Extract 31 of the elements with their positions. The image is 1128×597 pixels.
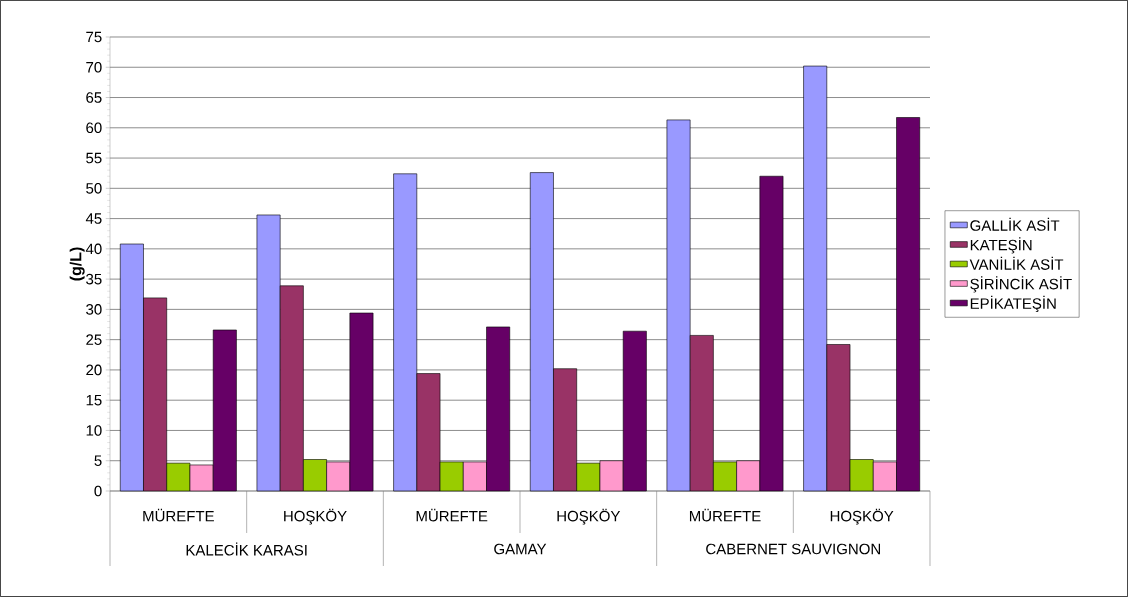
y-tick-label: 15: [86, 394, 102, 406]
y-axis-title: (g/L): [69, 247, 85, 281]
text: KALECİK KARASI: [186, 542, 307, 556]
y-tick-label: 45: [85, 213, 102, 224]
y-tick-label: 70: [86, 61, 102, 73]
y-tick-label: 40: [85, 243, 102, 255]
text: GAMAY: [494, 543, 547, 555]
y-tick-label: 5: [94, 455, 102, 466]
y-tick-label: 50: [86, 183, 102, 194]
y-tick-label: 30: [86, 304, 102, 315]
y-tick-label: 60: [86, 122, 102, 134]
y-tick-label: 10: [86, 425, 102, 436]
legend-label: VANİLİK ASİT: [969, 256, 1064, 270]
legend-label: GALLİK ASİT: [970, 217, 1060, 231]
x-tick-label: MÜREFTE: [143, 508, 214, 522]
y-tick-label: 65: [86, 92, 102, 103]
y-tick-label: 35: [86, 273, 102, 285]
y-tick-label: 75: [86, 31, 102, 43]
y-tick-label: 25: [86, 334, 102, 345]
x-tick-label: HOŞKÖY: [284, 508, 347, 525]
y-tick-label: 55: [86, 152, 102, 164]
y-tick-label: 20: [86, 364, 102, 376]
x-tick-label: MÜREFTE: [689, 508, 761, 522]
legend-label: EPİKATEŞİN: [970, 295, 1056, 312]
x-tick-label: MÜREFTE: [416, 508, 488, 522]
x-tick-label: HOŞKÖY: [557, 508, 621, 525]
y-tick-label: 0: [94, 485, 102, 497]
legend-label: KATEŞİN: [970, 237, 1032, 254]
legend-label: ŞİRİNCİK ASİT: [970, 276, 1072, 293]
text: CABERNET SAUVIGNON: [706, 543, 881, 555]
x-tick-label: HOŞKÖY: [830, 508, 894, 525]
